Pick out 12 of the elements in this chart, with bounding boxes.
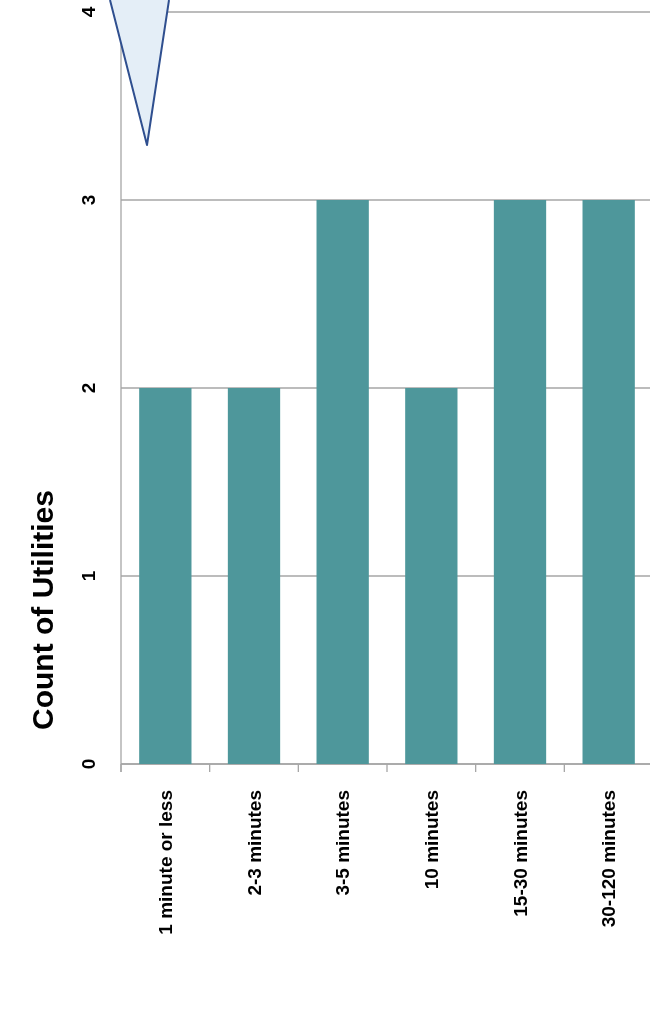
y-tick-label: 0	[77, 758, 99, 770]
x-tick-label: 15-30 minutes	[509, 790, 531, 917]
x-tick-label: 10 minutes	[420, 790, 442, 890]
y-tick-label: 3	[77, 194, 99, 206]
x-tick-label: 2-3 minutes	[243, 790, 265, 896]
y-axis-title: Count of Utilities	[25, 490, 59, 730]
y-tick-label: 1	[77, 570, 99, 582]
y-tick-label: 4	[77, 6, 99, 18]
x-tick-label: 1 minute or less	[154, 790, 176, 935]
y-tick-label: 2	[77, 382, 99, 394]
x-tick-label: 30-120 minutes	[598, 790, 620, 928]
x-tick-label: 3-5 minutes	[332, 790, 354, 896]
